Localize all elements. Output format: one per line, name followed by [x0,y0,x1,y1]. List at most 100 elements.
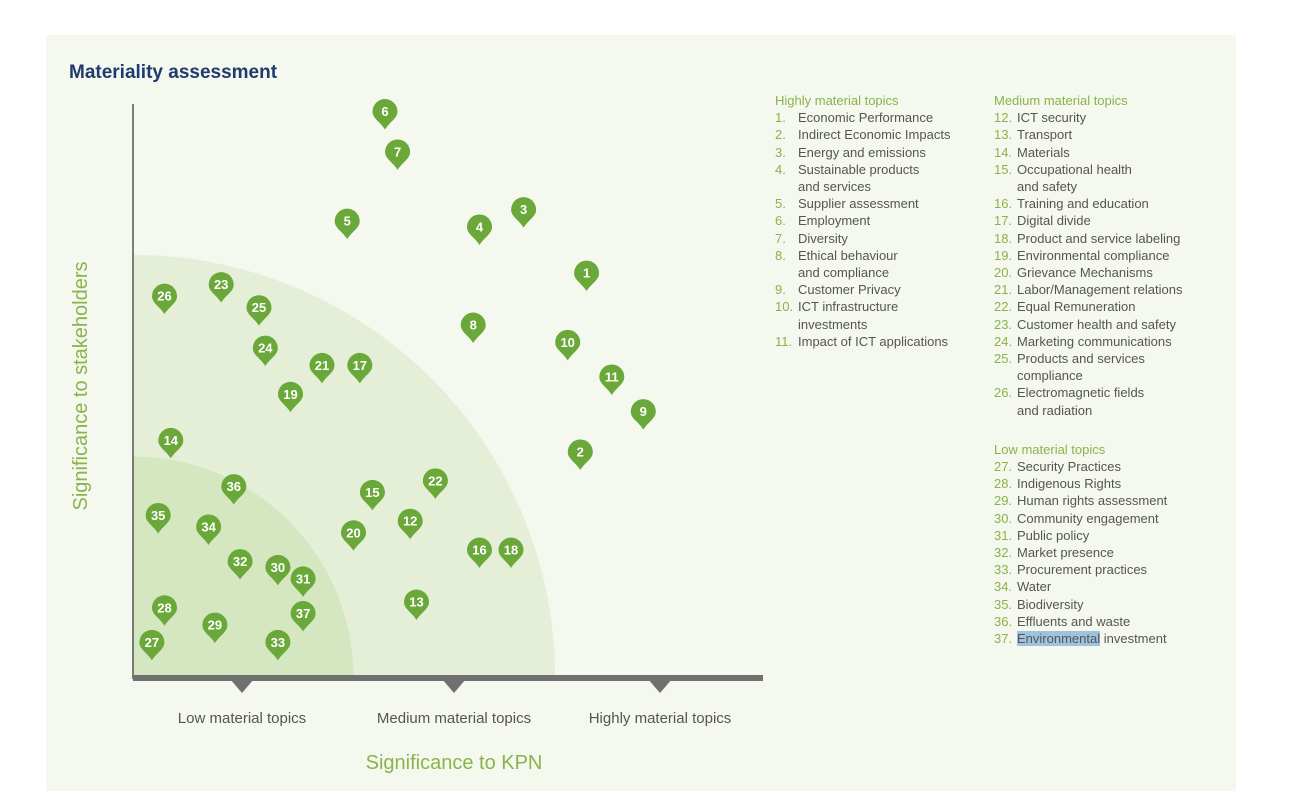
marker-pin [567,439,593,470]
legend-item-text: Employment [798,212,985,229]
marker-label: 30 [271,560,285,575]
marker-pin [139,629,165,661]
legend-item-number: 31. [994,527,1013,543]
legend-item-text-line1: Public policy [1017,527,1090,543]
marker-pin [397,508,423,540]
legend-item: 9. Customer Privacy [775,281,985,298]
marker-label: 14 [164,433,179,448]
marker-pin [347,352,373,384]
legend-item: 3. Energy and emissions [775,144,985,161]
marker-pin [278,381,303,413]
legend-item: 4. Sustainable products and services [775,161,985,195]
legend-item-number: 29. [994,493,1013,509]
legend-item-text-line1: Occupational health [1017,161,1132,177]
marker-pin [404,589,429,620]
legend-item: 32. Market presence [994,544,1224,561]
legend-list-high: 1. Economic Performance 2. Indirect Economi… [775,109,985,350]
marker-pin [334,208,360,240]
marker-pin [202,612,228,644]
data-point-17: 17 [347,352,373,384]
legend-item-text-line1: Market presence [1017,545,1114,561]
data-point-6: 6 [372,99,398,130]
legend-item-text: Products and services compliance [1017,350,1224,384]
legend-item-text-line1: Product and service labeling [1017,230,1181,246]
marker-pin [341,520,366,551]
legend-item-text-line1: Customer Privacy [798,282,901,298]
legend-item-text-line1: Customer health and safety [1017,316,1176,332]
legend-item-number: 2. [775,127,786,143]
legend-item-text-line1: Marketing communications [1017,333,1172,349]
marker-label: 16 [472,543,486,558]
legend-item-text: ICT infrastructure investments [798,298,985,332]
legend-item-text: Energy and emissions [798,144,985,161]
marker-label: 22 [428,473,442,488]
legend-item-text: Ethical behaviour and compliance [798,247,985,281]
marker-label: 35 [151,508,165,523]
legend-item-number: 22. [994,299,1013,315]
legend-item-text: Labor/Management relations [1017,281,1224,298]
x-axis-label: Significance to KPN [366,752,543,774]
legend-item-text: Grievance Mechanisms [1017,264,1224,281]
legend-item-text-line1: Community engagement [1017,510,1159,526]
marker-label: 32 [233,554,247,569]
marker-label: 8 [470,318,477,333]
marker-pin [309,352,335,384]
marker-label: 17 [353,358,367,373]
x-tick-label: Medium material topics [377,710,531,727]
legend-item-text-line2: investments [798,316,868,332]
legend-item: 16. Training and education [994,195,1224,212]
legend-item-number: 26. [994,385,1013,401]
legend-item-text-highlight: Environmental [1017,631,1101,647]
legend-item-number: 32. [994,545,1013,561]
legend-item-number: 15. [994,161,1013,177]
legend-item-text-line1: Water [1017,579,1052,595]
legend-item: 35. Biodiversity [994,596,1224,613]
data-point-20: 20 [341,520,366,551]
legend-item-text-line2: and compliance [798,265,890,281]
marker-pin [385,139,411,170]
marker-label: 24 [258,341,273,356]
legend-item-number: 3. [775,144,786,160]
marker-pin [196,514,222,545]
legend-item-text-line1: Materials [1017,144,1070,160]
marker-pin [158,427,184,459]
legend-item-text: Electromagnetic fields and radiation [1017,384,1224,418]
legend-item-text-line2: and safety [1017,179,1077,195]
legend-item-number: 33. [994,562,1013,578]
legend-item-text: Economic Performance [798,109,985,126]
legend-item-text: Impact of ICT applications [798,333,985,350]
legend-item-text: Equal Remuneration [1017,298,1224,315]
legend-item-text: Sustainable products and services [798,161,985,195]
data-point-21: 21 [309,352,335,384]
marker-label: 12 [403,514,417,529]
marker-label: 18 [504,543,518,558]
legend-item: 15. Occupational health and safety [994,161,1224,195]
legend-item-text: Market presence [1017,544,1224,561]
legend-item-text-line1: Supplier assessment [798,196,919,212]
legend-list-low: 27. Security Practices 28. Indigenous Right… [994,458,1224,647]
data-point-25: 25 [246,295,272,326]
legend-item-text: Diversity [798,230,985,247]
legend-item-text: Transport [1017,126,1224,143]
marker-pin [555,329,581,361]
legend-item-text-line1: Sustainable products [798,161,920,177]
data-point-23: 23 [208,272,234,303]
data-point-37: 37 [290,601,316,632]
legend-item-number: 10. [775,299,794,315]
marker-label: 15 [365,485,379,500]
legend-item-text-line1: Human rights assessment [1017,493,1168,509]
data-point-15: 15 [359,479,385,511]
legend-item-text-line1: Equal Remuneration [1017,299,1136,315]
legend-column-1: Highly material topics 1. Economic Perfor… [775,92,985,350]
legend-item-text: Security Practices [1017,458,1224,475]
legend-item-number: 37. [994,631,1013,647]
legend-item: 31. Public policy [994,527,1224,544]
legend-item-text: Effluents and waste [1017,613,1224,630]
marker-pin [511,197,537,228]
x-tick-label: Low material topics [178,710,306,727]
legend-item-text-line1: Diversity [798,230,848,246]
legend-item-text: Indigenous Rights [1017,475,1224,492]
legend-item-text-line1: Digital divide [1017,213,1091,229]
legend-item-text-line1: ICT security [1017,110,1087,126]
